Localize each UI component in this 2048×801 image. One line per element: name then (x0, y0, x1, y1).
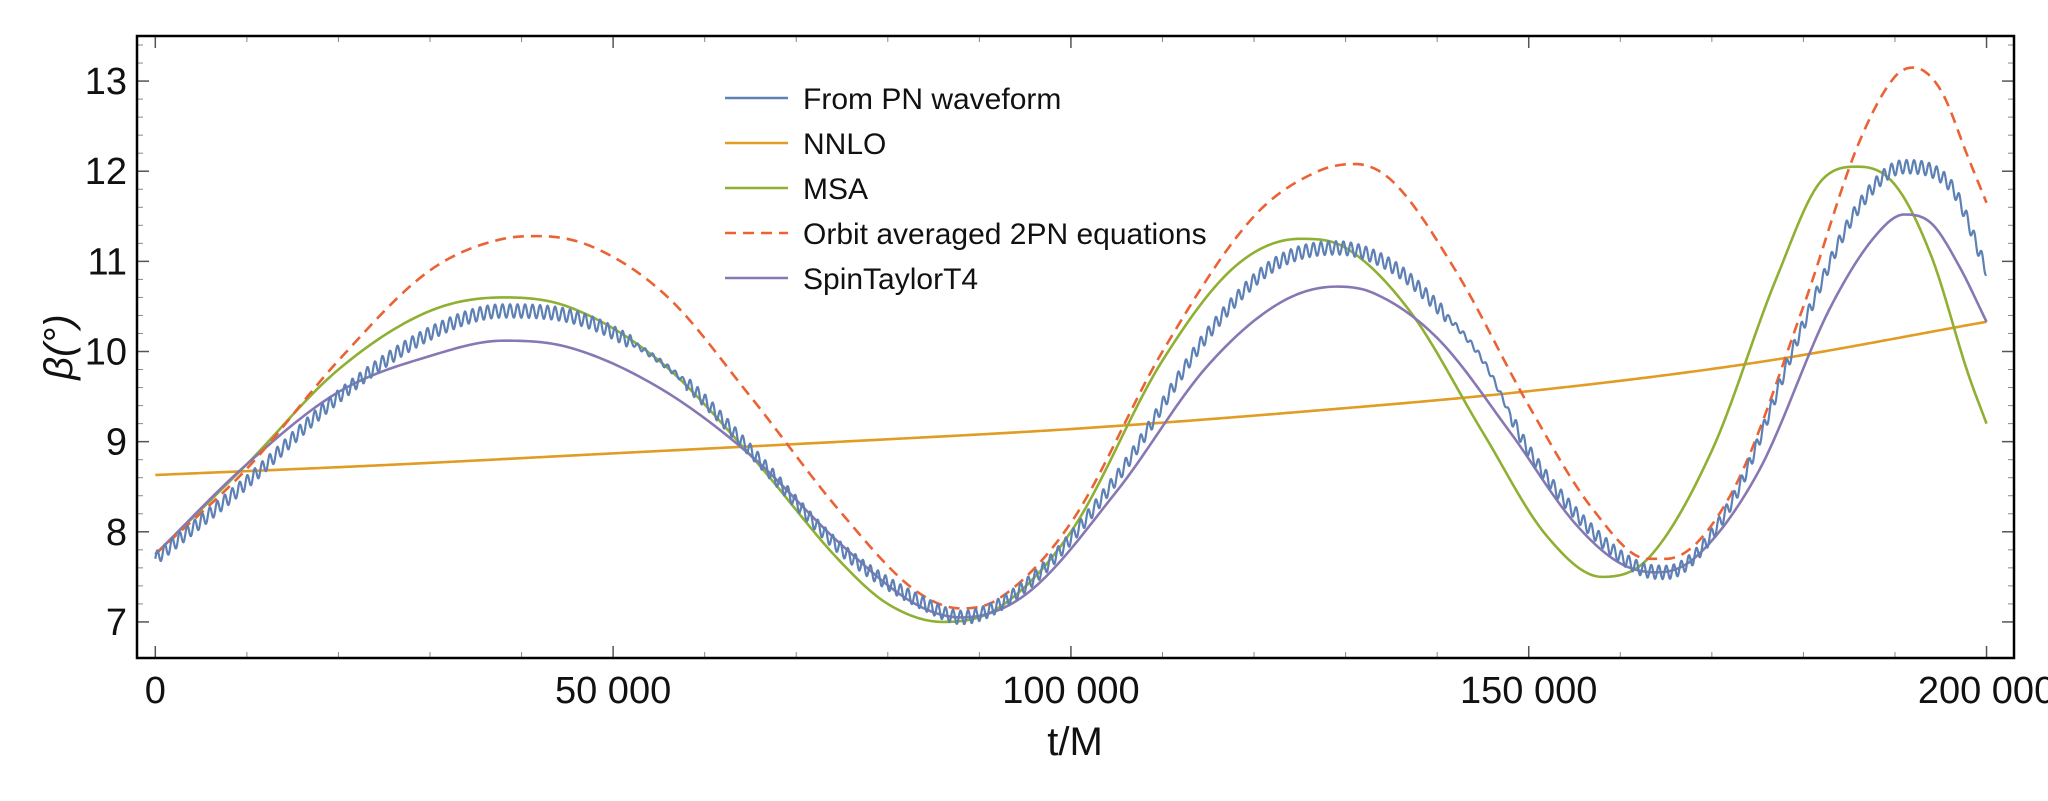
series-line-from-pn-waveform (154, 158, 1988, 626)
series-layer (154, 66, 1988, 626)
y-tick-label: 13 (85, 61, 127, 103)
x-tick-label: 50 000 (555, 670, 671, 712)
x-tick-label: 100 000 (1002, 670, 1139, 712)
series-line-msa (154, 165, 1988, 624)
x-tick-label: 0 (145, 670, 166, 712)
y-tick-label: 10 (85, 332, 127, 374)
y-axis-label: β(°) (37, 314, 81, 381)
y-tick-label: 12 (85, 151, 127, 193)
tick-labels: 0 50 000 100 000 150 000 200 000 7 8 9 10 11 12 13 (85, 61, 2048, 712)
y-tick-label: 11 (88, 241, 127, 283)
plot-frame (135, 34, 2016, 660)
x-tick-label: 200 000 (1918, 670, 2048, 712)
y-tick-label: 8 (106, 512, 127, 554)
series-line-nnlo (155, 320, 1987, 477)
legend-label: Orbit averaged 2PN equations (803, 218, 1207, 251)
x-tick-label: 150 000 (1460, 670, 1597, 712)
x-axis-label: t/M (1047, 720, 1103, 764)
legend: From PN waveform NNLO MSA Orbit averaged 2P… (725, 83, 1207, 296)
legend-label: MSA (803, 173, 868, 206)
series-line-spintaylort4 (154, 213, 1988, 619)
y-tick-label: 9 (106, 422, 127, 464)
legend-label: From PN waveform (803, 83, 1061, 116)
legend-label: NNLO (803, 128, 886, 161)
y-tick-label: 7 (106, 602, 127, 644)
legend-label: SpinTaylorT4 (803, 263, 978, 296)
